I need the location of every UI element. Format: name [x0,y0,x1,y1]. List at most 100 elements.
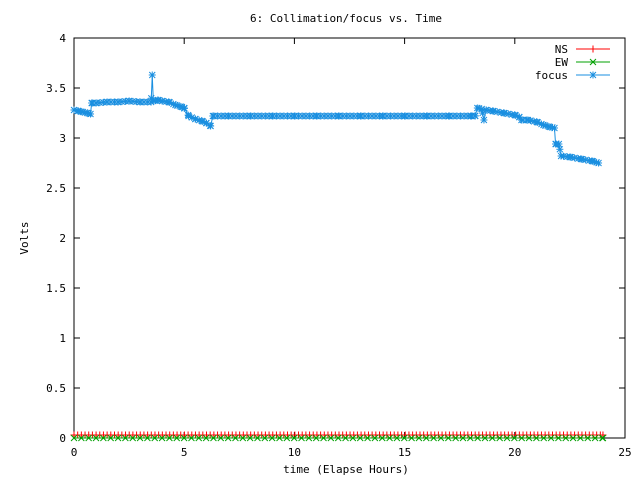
x-tick-label: 10 [288,446,301,459]
marker-stroke [107,434,115,442]
data-point [474,434,481,442]
marker-stroke [83,109,91,117]
marker-stroke [217,434,225,442]
marker-stroke [430,434,437,442]
marker-stroke [408,434,415,442]
data-point [386,434,393,442]
data-point [489,107,497,115]
marker-stroke [530,118,538,125]
data-point [165,98,173,106]
marker-stroke [364,434,371,442]
data-point [437,434,445,442]
legend-item-ew: EW [555,56,610,69]
marker-stroke [85,434,93,442]
data-point [540,434,548,442]
marker-stroke [246,112,254,120]
data-point [599,434,607,442]
data-point [557,152,565,160]
marker-stroke [320,434,327,442]
marker-stroke [202,434,210,442]
y-tick-label: 1.5 [46,282,66,295]
data-point [217,434,225,442]
data-point [283,434,291,442]
marker-stroke [500,109,508,117]
data-point [533,434,540,442]
marker-stroke [291,112,298,120]
marker-stroke [312,434,320,442]
data-point [70,434,78,442]
data-point [166,434,173,442]
data-point [312,112,320,120]
marker-stroke [356,434,364,442]
data-point [100,434,107,442]
marker-stroke [158,97,166,105]
marker-stroke [180,104,188,112]
marker-stroke [562,434,570,442]
data-point [92,99,100,107]
marker-stroke [584,434,592,442]
marker-stroke [335,112,342,120]
marker-stroke [422,434,430,442]
marker-stroke [114,98,122,106]
marker-stroke [591,434,599,442]
marker-stroke [379,112,386,120]
data-point [320,434,327,442]
legend-label: EW [555,56,569,69]
marker-stroke [209,112,217,120]
data-point [188,434,195,442]
data-point [466,434,474,442]
marker-stroke [471,112,479,120]
marker-stroke [195,116,203,124]
marker-stroke [555,140,563,148]
marker-stroke [466,434,474,442]
data-point [114,98,122,106]
data-point [480,116,488,124]
marker-stroke [151,434,159,442]
data-point [408,434,415,442]
data-point [349,434,357,442]
marker-stroke [100,434,107,442]
data-point [149,97,157,105]
marker-stroke [114,434,122,442]
data-point [496,434,504,442]
x-axis-label: time (Elapse Hours) [283,463,409,476]
marker-stroke [185,112,192,120]
data-point [422,434,430,442]
marker-stroke [136,98,144,106]
y-tick-label: 2.5 [46,182,66,195]
marker-stroke [547,434,555,442]
x-tick-label: 5 [181,446,188,459]
data-point [107,434,115,442]
marker-stroke [188,434,195,442]
marker-stroke [334,434,342,442]
marker-stroke [595,159,602,167]
marker-stroke [452,434,459,442]
marker-stroke [342,434,349,442]
marker-stroke [556,145,564,153]
data-point [207,122,215,130]
marker-stroke [400,434,408,442]
series-layer [70,71,607,442]
marker-stroke [588,157,596,165]
marker-stroke [261,434,269,442]
marker-stroke [589,71,597,79]
marker-stroke [254,434,261,442]
marker-stroke [599,434,607,442]
data-point [276,434,283,442]
data-point [357,112,365,120]
x-tick-label: 20 [508,446,521,459]
marker-stroke [92,99,100,107]
marker-stroke [78,434,85,442]
data-point [550,124,558,132]
y-tick-label: 3.5 [46,82,66,95]
marker-stroke [481,434,489,442]
marker-stroke [224,434,232,442]
marker-stroke [173,434,181,442]
data-point [518,434,526,442]
marker-stroke [150,97,157,105]
marker-stroke [515,113,523,121]
data-point [290,434,298,442]
marker-stroke [415,434,423,442]
data-point [85,434,93,442]
